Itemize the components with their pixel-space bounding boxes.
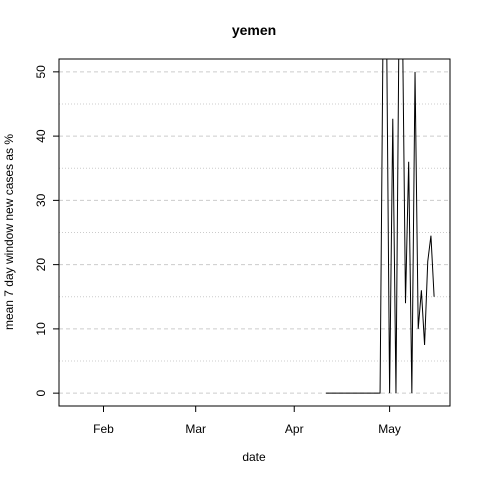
y-axis-label: mean 7 day window new cases as %: [2, 134, 16, 330]
y-tick-label: 20: [34, 258, 48, 272]
y-tick-label: 0: [34, 389, 48, 396]
y-tick-label: 40: [34, 129, 48, 143]
series-layer: [326, 59, 435, 394]
x-axis-label: date: [242, 450, 266, 464]
y-axis: 0 10 20 30 40 50: [34, 65, 59, 396]
x-tick-label: May: [378, 422, 401, 436]
y-tick-label: 30: [34, 193, 48, 207]
series-line: [326, 59, 435, 394]
plot-frame: [58, 58, 451, 407]
x-tick-label: Apr: [285, 422, 304, 436]
y-tick-label: 10: [34, 322, 48, 336]
x-tick-label: Mar: [185, 422, 206, 436]
y-tick-label: 50: [34, 65, 48, 79]
x-axis: Feb Mar Apr May: [93, 406, 401, 436]
chart-title: yemen: [232, 22, 276, 38]
x-tick-label: Feb: [93, 422, 114, 436]
gridlines: [59, 71, 450, 394]
